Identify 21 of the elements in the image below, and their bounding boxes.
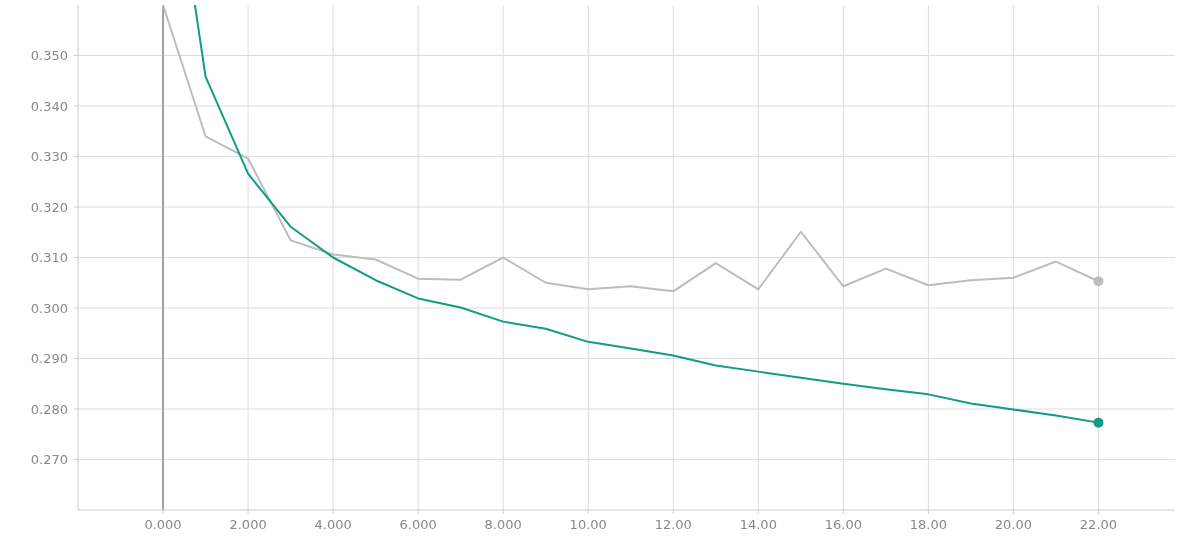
y-tick-label: 0.350	[30, 48, 68, 64]
x-tick-label: 14.00	[739, 517, 777, 532]
x-tick-label: 20.00	[994, 517, 1033, 532]
x-tick-label: 10.00	[569, 517, 607, 532]
x-tick-label: 18.00	[909, 517, 947, 532]
y-tick-label: 0.320	[30, 199, 68, 215]
x-tick-label: 8.000	[484, 517, 522, 532]
x-tick-label: 16.00	[824, 517, 862, 532]
y-tick-label: 0.330	[30, 149, 68, 165]
y-tick-label: 0.310	[30, 250, 68, 266]
x-tick-label: 12.00	[654, 517, 692, 532]
x-tick-label: 22.00	[1079, 517, 1118, 532]
x-tick-label: 4.000	[314, 517, 352, 532]
x-tick-label: 0.000	[144, 517, 182, 532]
y-tick-label: 0.290	[30, 351, 68, 367]
x-tick-label: 2.000	[229, 517, 267, 532]
y-tick-label: 0.300	[30, 300, 68, 316]
x-tick-label: 6.000	[399, 517, 437, 532]
y-tick-label: 0.270	[30, 452, 68, 468]
y-tick-label: 0.280	[30, 401, 68, 417]
y-tick-label: 0.340	[30, 98, 68, 114]
